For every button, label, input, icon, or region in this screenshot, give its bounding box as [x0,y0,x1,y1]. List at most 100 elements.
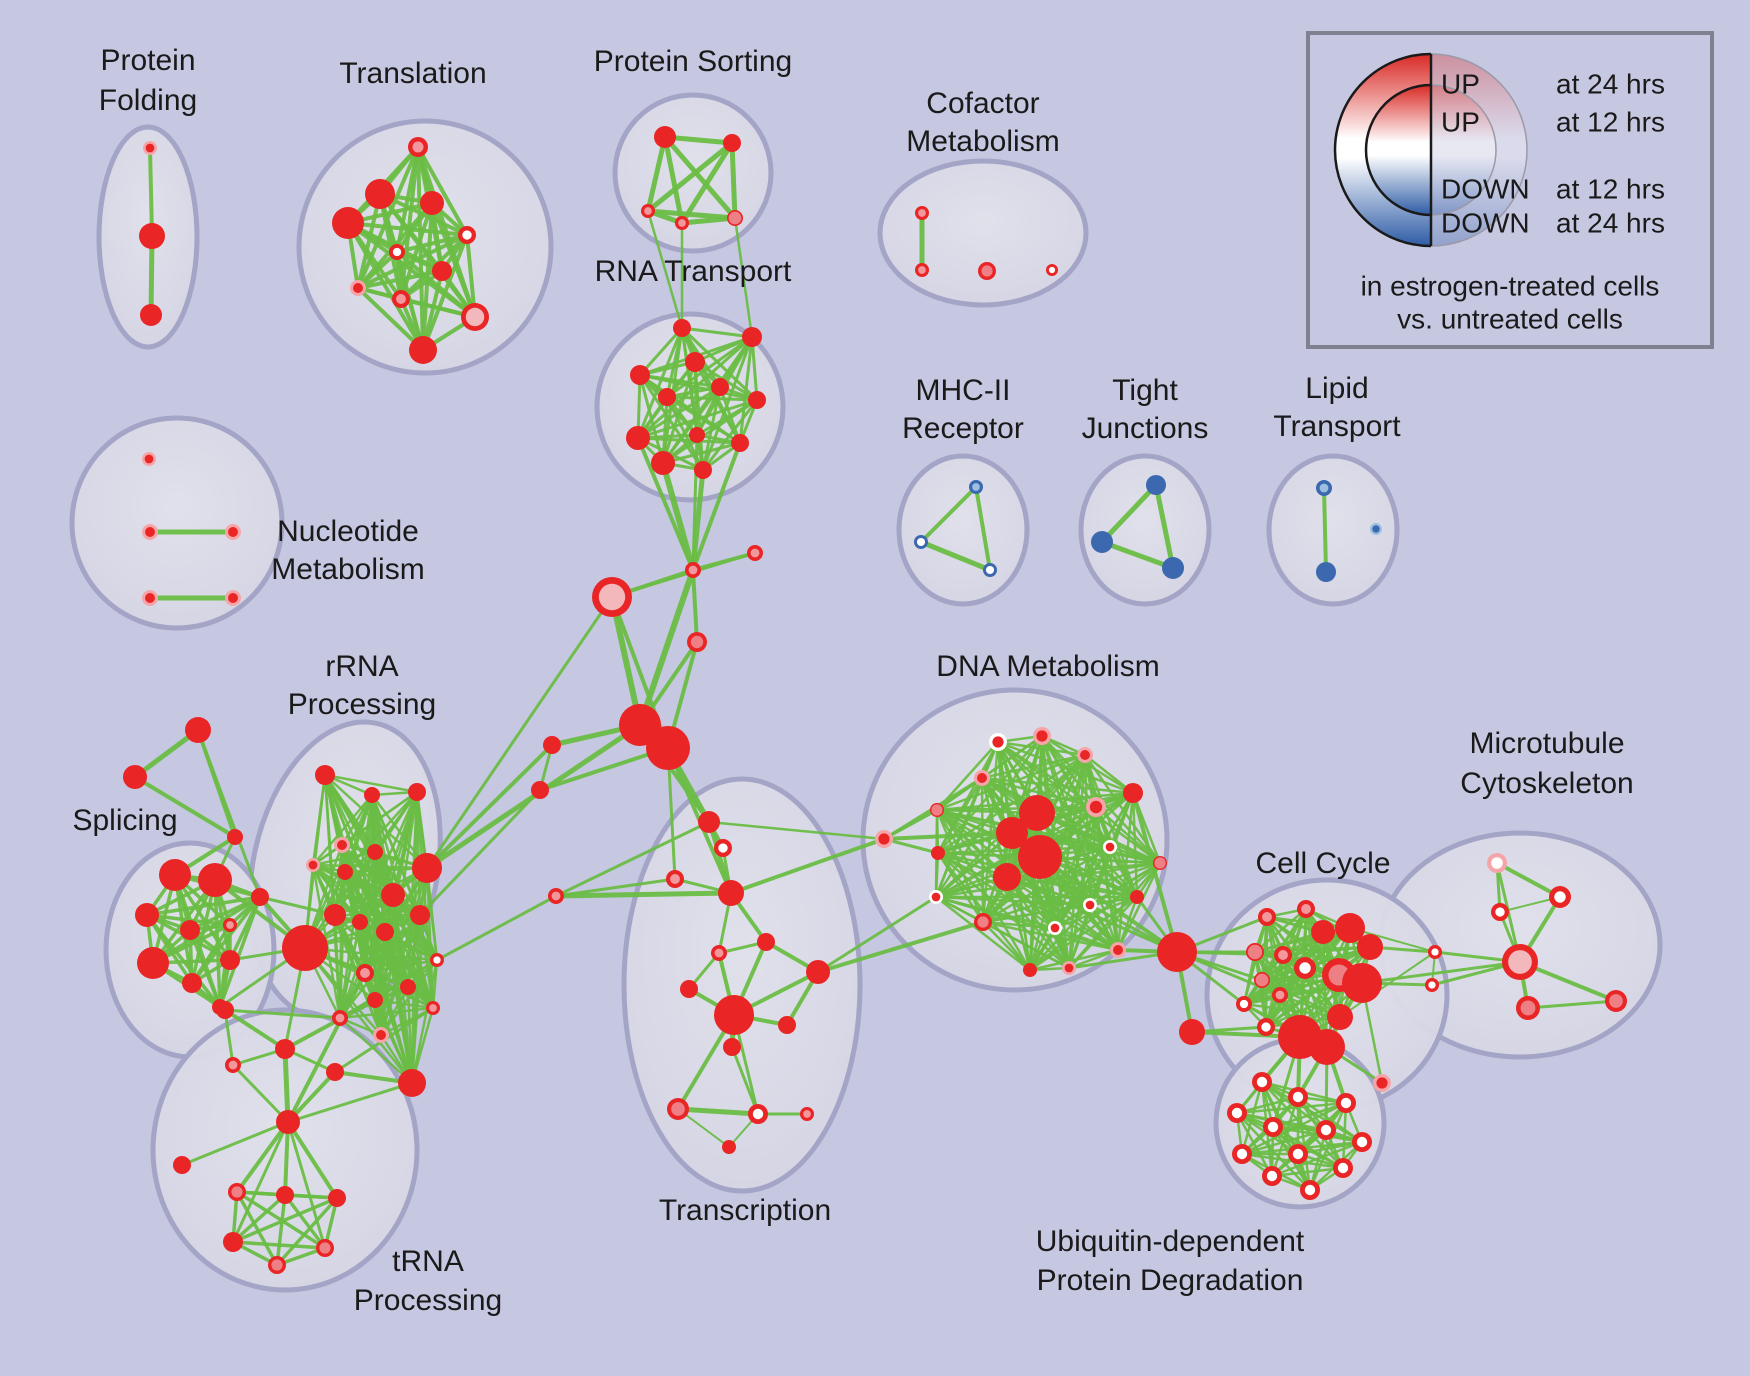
node-sp10 [251,888,269,906]
node-dm19-core [1085,900,1095,910]
node-tc13-core [752,1108,764,1120]
edge-rr2-rr5 [311,793,374,867]
node-sp2 [198,863,232,897]
node-ps4-core [678,219,686,227]
node-cc4-core [1301,904,1311,914]
label-lipid-transport-0: Lipid [1305,372,1368,405]
node-tr10-core [465,307,485,327]
node-rt11 [651,451,675,475]
edge-dm9-dm16 [934,831,1014,899]
edge-rt7-rt8 [636,398,759,440]
edge-tn9-tn10 [231,1240,327,1250]
edge-rt10-h1 [691,441,742,572]
legend: UP at 24 hrs UP at 12 hrs DOWN at 12 hrs DOWN a… [1306,31,1714,349]
edge-tc12-tc13 [675,1106,761,1117]
node-rr10 [352,914,368,930]
node-cc7 [1357,934,1383,960]
node-cc15-core [1239,999,1249,1009]
edge-rr18-rr21 [406,985,414,1085]
edge-dm16-dm20 [934,895,1120,952]
edge-h3-h2 [610,551,757,599]
node-ub5-core [1267,1121,1279,1133]
cluster-lipid-transport [1266,453,1400,607]
label-ubiquitin-degradation-1: Protein Degradation [1037,1264,1304,1297]
edge-mh1-mh2 [919,485,978,544]
edge-tc7-dm16 [816,895,938,974]
node-dm9 [996,817,1028,849]
label-lipid-transport-1: Transport [1273,410,1401,443]
node-ccc [1157,932,1197,972]
edge-ps4-ps5 [679,215,738,226]
edge-rr5-rr7 [311,850,377,867]
legend-time-0: at 24 hrs [1556,68,1665,99]
edge-ccc-dm10 [1005,875,1179,954]
edge-lt1-lt2 [1322,486,1328,574]
edge-h3-tw1 [609,594,643,728]
legend-inner-right-outline [1430,84,1497,216]
node-rt3 [685,352,705,372]
edge-dm19-dm22 [1067,903,1092,970]
cluster-mhc-ii-receptor [896,453,1030,607]
node-sp5-core [226,921,234,929]
edge-tn8-tn9 [231,1196,339,1244]
node-rt1 [673,319,691,337]
node-rr16-core [360,968,370,978]
label-nucleotide-metabolism-1: Metabolism [271,553,424,586]
label-ubiquitin-degradation-0: Ubiquitin-dependent [1036,1225,1305,1258]
node-rr8 [412,853,442,883]
node-rr21 [398,1069,426,1097]
node-tj2 [1091,531,1113,553]
node-rr5-core [308,860,318,870]
node-cc3-core [1262,912,1272,922]
edge-dm16-dm21 [934,895,1032,972]
label-splicing-0: Splicing [72,804,177,837]
node-ps1 [654,126,676,148]
node-rr4-core [337,840,347,850]
edge-h6-rr12 [418,788,542,917]
edge-dm2-dm16 [934,734,1044,899]
edge-sp6-sp10 [151,895,262,965]
node-rr15-core [433,956,441,964]
node-ub9-core [1292,1148,1304,1160]
edge-tn2-tnc [282,1046,291,1125]
cluster-cofactor-metabolism [877,158,1089,308]
legend-inner-right-half [1431,85,1496,215]
edge-cc9-cc19 [1281,953,1342,1019]
node-cc12 [1342,963,1382,1003]
node-ub7-core [1356,1136,1368,1148]
node-dm22-core [1064,963,1074,973]
label-dna-metabolism-0: DNA Metabolism [936,650,1159,683]
node-dm7 [1019,795,1055,831]
node-tn1 [216,1001,234,1019]
node-tc3-core [670,874,680,884]
node-cf4-core [1048,266,1056,274]
node-ub10-core [1337,1162,1349,1174]
edge-tcL-tc1 [554,820,711,898]
node-tn3 [326,1063,344,1081]
label-cofactor-metabolism-1: Metabolism [906,125,1059,158]
node-tn9 [223,1232,243,1252]
edge-dmc-tc1 [707,820,886,841]
node-dm10 [993,863,1021,891]
legend-time-2: at 12 hrs [1556,173,1665,204]
node-tr8-core [353,283,363,293]
node-rt6 [658,388,676,406]
edge-mh1-mh3 [974,485,992,572]
node-tcL-core [551,891,561,901]
edge-dm20-dm21 [1028,948,1120,972]
edge-dm12-dm20 [1116,791,1135,952]
label-microtubule-cytoskeleton-1: Cytoskeleton [1460,767,1633,800]
node-rr12 [410,905,430,925]
edge-dm17-dm18 [981,920,1057,930]
edge-dm19-dm21 [1028,903,1092,972]
node-dm14-core [1154,857,1166,869]
node-rr14 [376,923,394,941]
legend-caption-0: in estrogen-treated cells [1361,270,1660,301]
edge-tr3-tr11 [346,221,425,352]
node-rt2 [742,327,762,347]
node-cc2 [1179,1019,1205,1045]
label-trna-processing-1: Processing [354,1284,502,1317]
node-sp3 [135,903,159,927]
node-h2-core [750,548,760,558]
legend-direction-1: UP [1441,106,1480,137]
